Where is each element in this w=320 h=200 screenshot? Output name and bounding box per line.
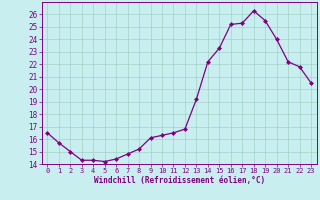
X-axis label: Windchill (Refroidissement éolien,°C): Windchill (Refroidissement éolien,°C) [94, 176, 265, 185]
